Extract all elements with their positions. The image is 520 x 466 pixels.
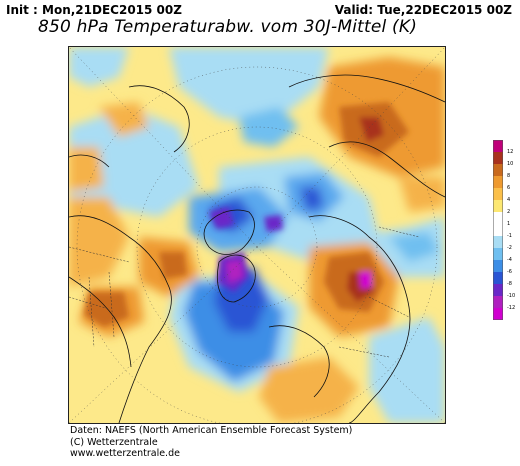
colorbar-tick-label: -10 (507, 292, 516, 299)
political-borders (69, 226, 420, 358)
colorbar-cell (493, 224, 503, 237)
valid-time-label: Valid: Tue,22DEC2015 00Z (334, 3, 512, 17)
colorbar-cell (493, 236, 503, 249)
colorbar-cell (493, 164, 503, 177)
colorbar-tick-label: 10 (507, 160, 514, 167)
colorbar-tick-label: -12 (507, 304, 516, 311)
colorbar-tick-label: 12 (507, 148, 514, 155)
coastlines (69, 74, 445, 423)
init-time-label: Init : Mon,21DEC2015 00Z (6, 3, 182, 17)
anomaly-cores (84, 102, 409, 327)
colorbar-cell (493, 212, 503, 225)
colorbar-scale (493, 140, 503, 321)
colorbar-tick-label: -1 (507, 232, 512, 239)
colorbar-tick-label: -4 (507, 256, 512, 263)
colorbar-cell (493, 296, 503, 309)
colorbar-cell (493, 260, 503, 273)
colorbar-tick-label: 6 (507, 184, 511, 191)
graticule (69, 47, 445, 423)
colorbar-cell (493, 188, 503, 201)
footer: Daten: NAEFS (North American Ensemble Fo… (70, 425, 352, 460)
colorbar-tick-label: 8 (507, 172, 511, 179)
map-title: 850 hPa Temperaturabw. vom 30J-Mittel (K… (38, 17, 418, 37)
colorbar-cell (493, 176, 503, 189)
colorbar (493, 140, 503, 321)
colorbar-tick-label: 2 (507, 208, 511, 215)
colorbar-tick-label: 1 (507, 220, 511, 227)
colorbar-cell (493, 248, 503, 261)
colorbar-cell (493, 152, 503, 165)
footer-data-source: Daten: NAEFS (North American Ensemble Fo… (70, 425, 353, 436)
colorbar-cell (493, 272, 503, 285)
colorbar-cell (493, 308, 503, 321)
footer-website-link[interactable]: www.wetterzentrale.de (70, 448, 180, 459)
colorbar-tick-label: -6 (507, 268, 512, 275)
colorbar-cell (493, 200, 503, 213)
colorbar-cell (493, 284, 503, 297)
colorbar-tick-label: -2 (507, 244, 512, 251)
colorbar-outline (493, 140, 503, 320)
colorbar-tick-label: -8 (507, 280, 512, 287)
anomaly-field (69, 47, 445, 423)
temperature-anomaly-map (68, 46, 446, 424)
colorbar-cell (493, 140, 503, 153)
colorbar-tick-label: 4 (507, 196, 511, 203)
footer-copyright: (C) Wetterzentrale (70, 436, 158, 448)
